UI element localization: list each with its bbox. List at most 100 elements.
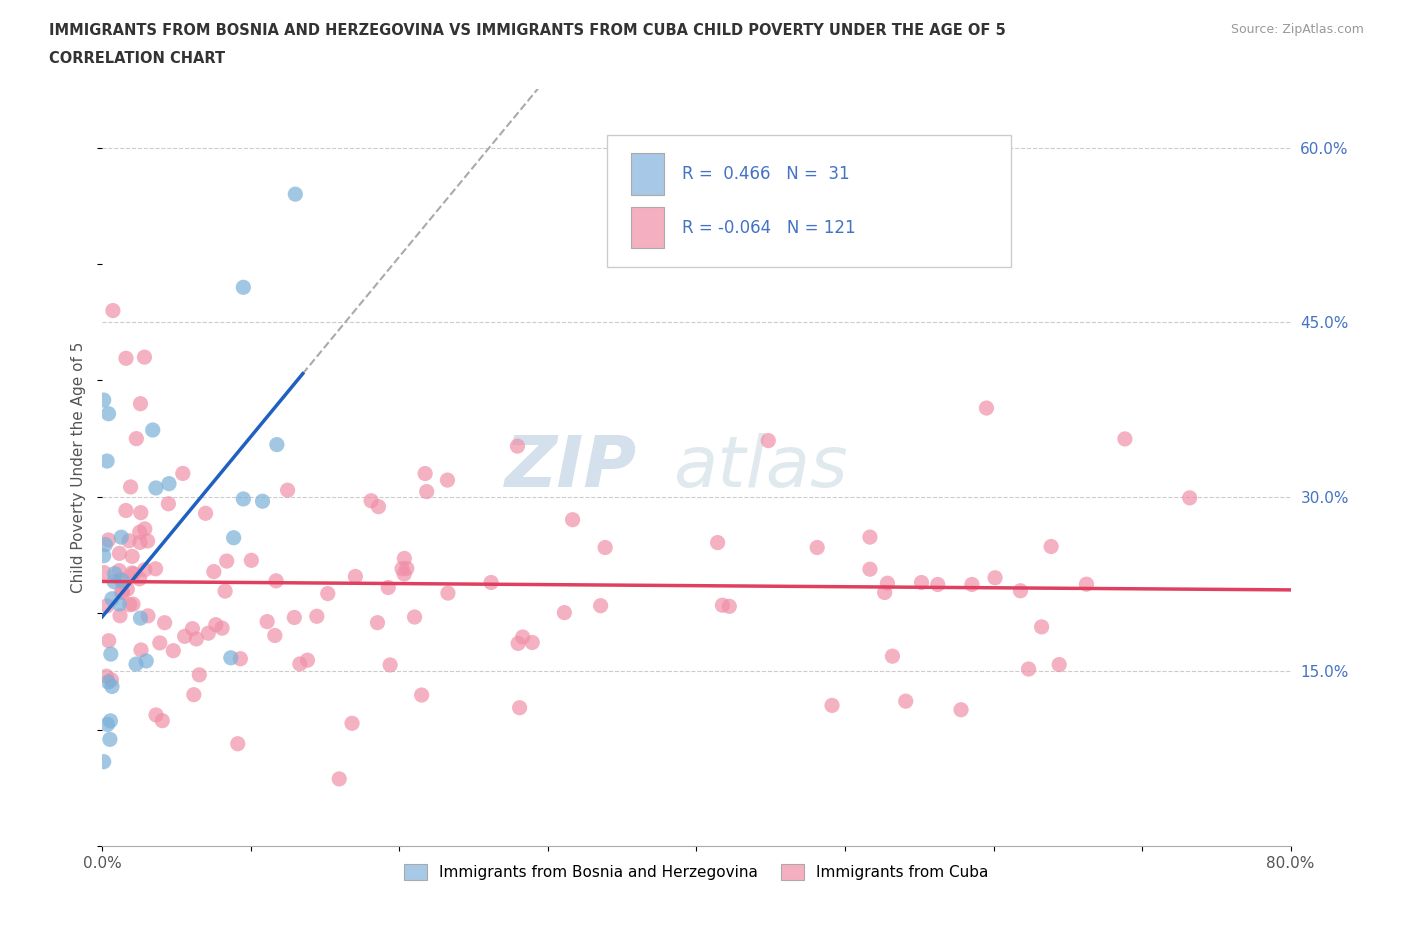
Point <box>100 713 122 728</box>
Point <box>93 549 115 564</box>
Point <box>821 698 844 713</box>
Point <box>129 505 152 520</box>
Point <box>134 350 156 365</box>
Point <box>950 702 973 717</box>
Point <box>395 561 418 576</box>
Point <box>232 280 254 295</box>
Point <box>413 466 436 481</box>
Point <box>927 577 949 591</box>
Point <box>110 530 132 545</box>
Point <box>108 596 131 611</box>
Point <box>219 650 242 665</box>
Point <box>229 651 252 666</box>
Point <box>366 616 388 631</box>
Point <box>149 635 172 650</box>
Point <box>252 494 274 509</box>
Point <box>134 563 156 578</box>
Point <box>173 629 195 644</box>
Text: IMMIGRANTS FROM BOSNIA AND HERZEGOVINA VS IMMIGRANTS FROM CUBA CHILD POVERTY UND: IMMIGRANTS FROM BOSNIA AND HERZEGOVINA V… <box>49 23 1005 38</box>
Point <box>118 597 141 612</box>
Point <box>984 570 1007 585</box>
Point <box>117 582 139 597</box>
Point <box>882 649 904 664</box>
Point <box>188 668 211 683</box>
Point <box>181 621 204 636</box>
Point <box>129 535 152 550</box>
Point <box>873 585 896 600</box>
Point <box>96 669 118 684</box>
Point <box>391 561 413 576</box>
Point <box>121 549 143 564</box>
Point <box>215 553 238 568</box>
Point <box>97 533 120 548</box>
Point <box>134 522 156 537</box>
Point <box>509 700 531 715</box>
Point <box>96 717 118 732</box>
Point <box>153 616 176 631</box>
Point <box>128 571 150 586</box>
Point <box>108 546 131 561</box>
Point <box>120 480 142 495</box>
Point <box>411 687 433 702</box>
Point <box>122 566 145 581</box>
Point <box>340 716 363 731</box>
Point <box>876 576 898 591</box>
Point <box>115 351 138 365</box>
Point <box>93 392 115 407</box>
Point <box>100 646 122 661</box>
Point <box>283 610 305 625</box>
Point <box>136 608 159 623</box>
Point <box>344 569 367 584</box>
Point <box>101 303 124 318</box>
Point <box>589 598 612 613</box>
Text: ZIP: ZIP <box>505 433 637 502</box>
Point <box>1010 583 1032 598</box>
Point <box>404 609 426 624</box>
Point <box>97 406 120 421</box>
Point <box>125 432 148 446</box>
Point <box>145 481 167 496</box>
Point <box>94 538 117 552</box>
Point <box>226 737 249 751</box>
Point <box>328 772 350 787</box>
Point <box>202 565 225 579</box>
Point <box>145 562 167 577</box>
Point <box>561 512 583 527</box>
Point <box>98 732 121 747</box>
Point <box>157 497 180 512</box>
Point <box>718 599 741 614</box>
Point <box>360 493 382 508</box>
Point <box>1178 490 1201 505</box>
Point <box>108 608 131 623</box>
Point <box>305 609 328 624</box>
Point <box>136 534 159 549</box>
Point <box>222 530 245 545</box>
Point <box>129 396 152 411</box>
Text: R = -0.064   N = 121: R = -0.064 N = 121 <box>682 219 856 236</box>
Point <box>297 653 319 668</box>
Point <box>377 580 399 595</box>
Point <box>101 679 124 694</box>
Point <box>859 562 882 577</box>
Point <box>240 552 263 567</box>
Point <box>976 401 998 416</box>
Point <box>415 485 437 499</box>
Point <box>910 575 932 590</box>
Point <box>1076 577 1098 591</box>
Point <box>706 535 728 550</box>
Point <box>93 565 115 580</box>
Point <box>108 564 131 578</box>
Point <box>859 530 882 545</box>
Point <box>118 533 141 548</box>
Point <box>756 433 779 448</box>
Point <box>115 503 138 518</box>
Point <box>367 499 389 514</box>
Point <box>1031 619 1053 634</box>
Point <box>214 584 236 599</box>
Point <box>100 672 122 687</box>
Point <box>264 574 287 589</box>
Point <box>394 551 416 565</box>
Point <box>111 573 134 588</box>
Point <box>392 566 415 581</box>
Point <box>162 644 184 658</box>
